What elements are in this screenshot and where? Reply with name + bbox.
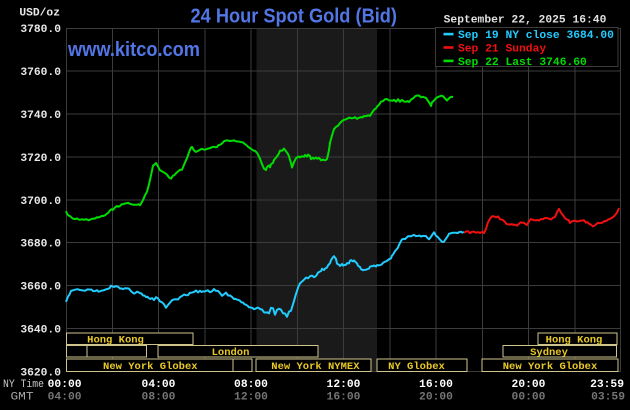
svg-text:3680.0: 3680.0 [20, 239, 61, 251]
svg-text:3760.0: 3760.0 [20, 67, 61, 79]
svg-text:12:00: 12:00 [234, 392, 268, 404]
svg-text:04:00: 04:00 [48, 392, 82, 404]
svg-text:03:59: 03:59 [591, 392, 625, 404]
svg-text:3640.0: 3640.0 [20, 325, 61, 337]
svg-text:Sep 19 NY close 3684.00: Sep 19 NY close 3684.00 [458, 30, 614, 42]
svg-text:3720.0: 3720.0 [20, 153, 61, 165]
svg-text:GMT: GMT [11, 392, 34, 404]
svg-text:Hong Kong: Hong Kong [87, 334, 144, 346]
svg-text:Sep 21 Sunday: Sep 21 Sunday [458, 44, 546, 56]
svg-text:24 Hour Spot Gold (Bid): 24 Hour Spot Gold (Bid) [191, 4, 398, 27]
svg-text:NY Time: NY Time [3, 379, 44, 391]
svg-text:20:00: 20:00 [419, 392, 453, 404]
svg-text:08:00: 08:00 [234, 379, 268, 391]
svg-text:3700.0: 3700.0 [20, 196, 61, 208]
svg-text:16:00: 16:00 [419, 379, 453, 391]
svg-text:00:00: 00:00 [48, 379, 82, 391]
svg-text:Sep 22 Last 3746.60: Sep 22 Last 3746.60 [458, 57, 587, 69]
svg-text:New York NYMEX: New York NYMEX [271, 361, 360, 373]
svg-text:23:59: 23:59 [590, 379, 624, 391]
svg-text:London: London [212, 347, 250, 359]
svg-text:3780.0: 3780.0 [20, 24, 61, 36]
svg-text:3740.0: 3740.0 [20, 110, 61, 122]
svg-text:20:00: 20:00 [512, 379, 546, 391]
svg-text:16:00: 16:00 [327, 392, 361, 404]
svg-text:12:00: 12:00 [327, 379, 361, 391]
svg-text:September 22, 2025 16:40: September 22, 2025 16:40 [444, 15, 607, 27]
svg-text:3660.0: 3660.0 [20, 282, 61, 294]
svg-text:www.kitco.com: www.kitco.com [67, 39, 200, 61]
svg-text:00:00: 00:00 [512, 392, 546, 404]
svg-text:Sydney: Sydney [530, 347, 569, 359]
svg-text:New York Globex: New York Globex [503, 361, 598, 373]
svg-text:USD/oz: USD/oz [19, 7, 60, 19]
svg-text:3620.0: 3620.0 [20, 368, 61, 380]
svg-text:08:00: 08:00 [142, 392, 176, 404]
svg-text:Hong Kong: Hong Kong [546, 334, 603, 346]
svg-text:NY Globex: NY Globex [388, 361, 445, 373]
svg-text:New York Globex: New York Globex [103, 361, 198, 373]
svg-text:04:00: 04:00 [142, 379, 176, 391]
